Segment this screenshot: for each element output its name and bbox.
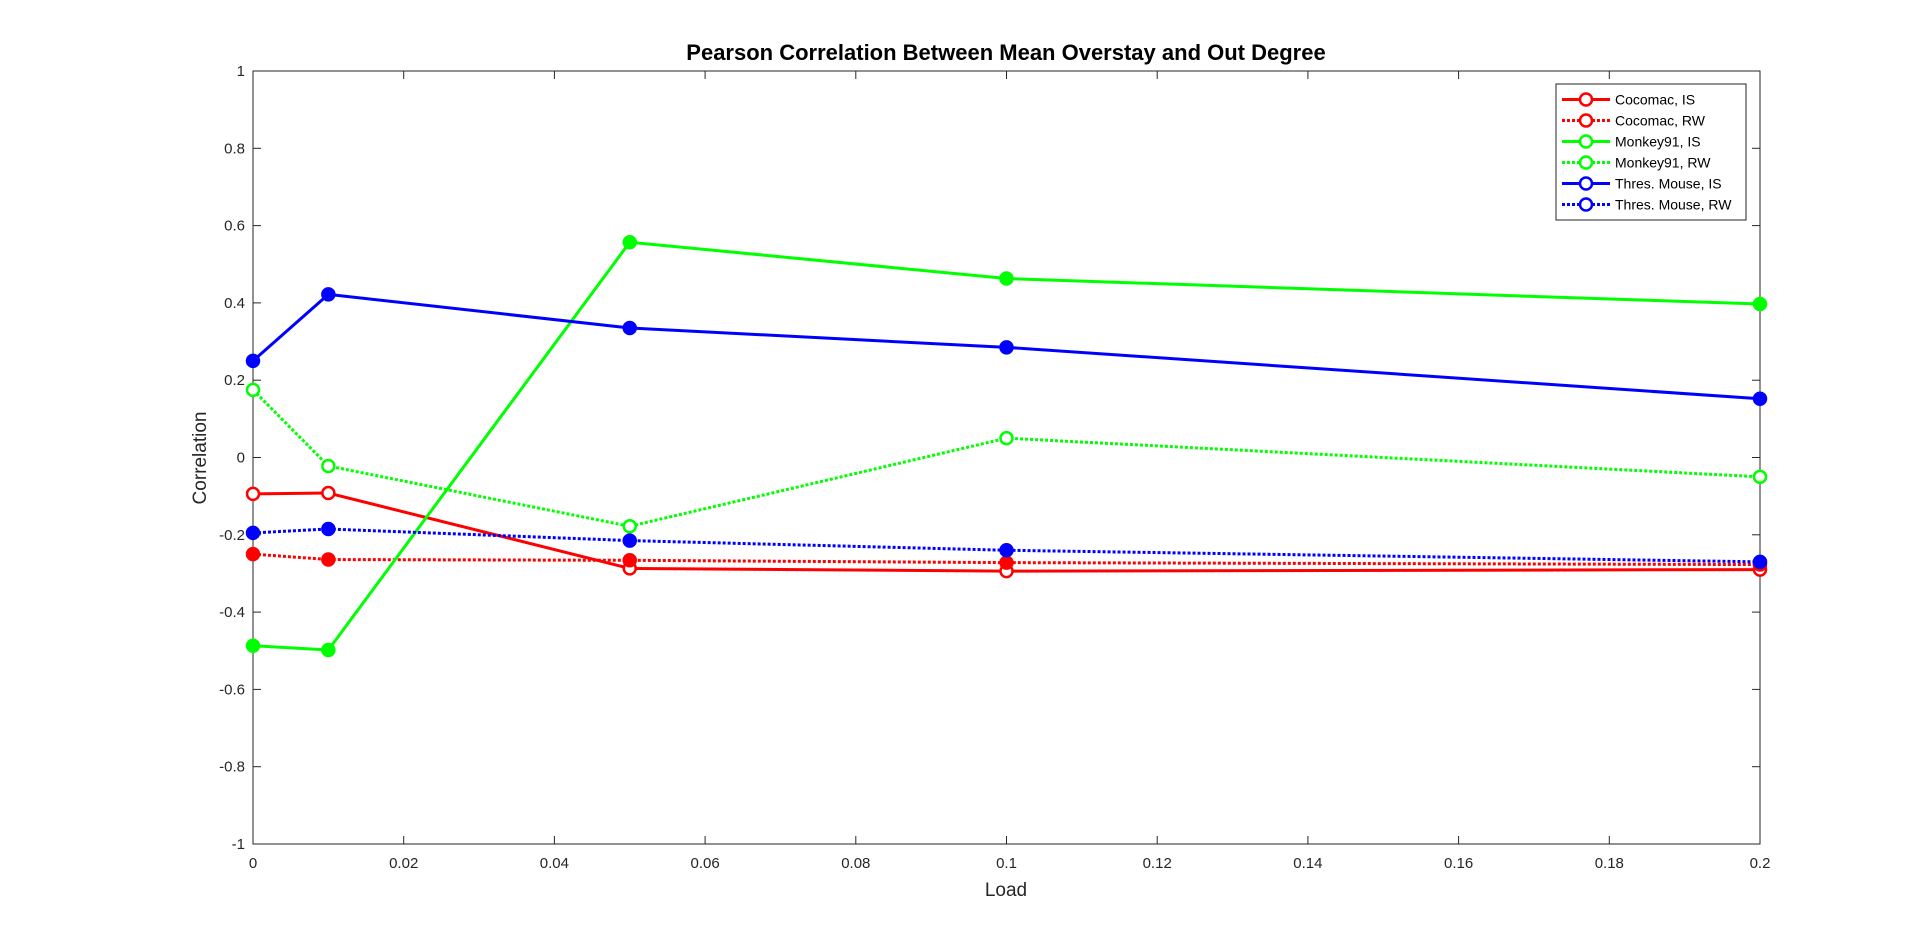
- data-point: [622, 320, 637, 336]
- y-tick-label: 0.8: [224, 140, 245, 157]
- data-point: [245, 486, 261, 502]
- legend: Cocomac, IS Cocomac, RW Monkey91, IS Monkey…: [1555, 83, 1747, 221]
- x-tick-label: 0.02: [389, 855, 418, 872]
- data-point: [999, 340, 1014, 355]
- data-point: [245, 546, 261, 562]
- data-point: [999, 271, 1014, 286]
- data-point: [622, 519, 637, 534]
- y-tick-label: 1: [237, 63, 245, 80]
- x-tick-label: 0.04: [540, 855, 569, 872]
- data-point: [999, 555, 1014, 570]
- x-tick-label: 0.14: [1293, 855, 1322, 872]
- data-point: [999, 430, 1014, 446]
- legend-label: Monkey91, IS: [1615, 134, 1701, 150]
- chart-title: Pearson Correlation Between Mean Oversta…: [686, 40, 1325, 65]
- data-point: [622, 533, 637, 548]
- data-point: [1752, 554, 1768, 570]
- series-3: [245, 382, 1768, 534]
- data-point: [622, 553, 637, 568]
- data-point: [245, 382, 261, 398]
- legend-marker: [1578, 113, 1594, 128]
- x-tick-label: 0.2: [1750, 855, 1771, 872]
- y-axis-label: Correlation: [190, 412, 211, 505]
- y-tick-label: 0: [237, 450, 245, 467]
- y-tick-label: -0.2: [219, 527, 245, 544]
- series-line: [252, 240, 1761, 652]
- y-tick-label: -1: [232, 836, 245, 853]
- x-tick-label: 0.16: [1444, 855, 1473, 872]
- data-point: [245, 638, 261, 653]
- data-point: [321, 287, 336, 302]
- y-tick-label: 0.6: [224, 218, 245, 235]
- data-point: [321, 642, 336, 658]
- legend-label: Monkey91, RW: [1615, 155, 1711, 171]
- legend-marker: [1578, 155, 1594, 170]
- data-point: [1752, 391, 1768, 407]
- legend-marker: [1578, 92, 1594, 107]
- y-tick-label: -0.8: [219, 759, 245, 776]
- legend-label: Thres. Mouse, IS: [1615, 176, 1722, 192]
- data-point: [321, 458, 336, 474]
- y-tick-label: -0.4: [219, 604, 245, 621]
- series-4: [245, 287, 1768, 407]
- x-axis-label: Load: [985, 880, 1027, 901]
- legend-label: Cocomac, RW: [1615, 113, 1706, 129]
- data-point: [245, 525, 261, 541]
- data-point: [321, 521, 336, 537]
- legend-marker: [1578, 197, 1594, 212]
- series-5: [245, 521, 1768, 570]
- y-tick-label: -0.6: [219, 681, 245, 698]
- series-layer: [245, 234, 1768, 658]
- x-tick-label: 0.08: [841, 855, 870, 872]
- x-tick-label: 0: [249, 855, 257, 872]
- legend-marker: [1578, 176, 1594, 191]
- legend-label: Thres. Mouse, RW: [1615, 197, 1732, 213]
- legend-label: Cocomac, IS: [1615, 92, 1695, 108]
- data-point: [245, 353, 261, 369]
- series-line: [251, 388, 1761, 528]
- data-point: [321, 552, 336, 567]
- plot-area: [252, 70, 1761, 845]
- x-tick-label: 0.06: [690, 855, 719, 872]
- data-point: [321, 485, 336, 501]
- data-point: [622, 234, 637, 250]
- x-tick-label: 0.1: [996, 855, 1017, 872]
- series-2: [245, 234, 1768, 658]
- x-tick-label: 0.12: [1143, 855, 1172, 872]
- x-tick-label: 0.18: [1595, 855, 1624, 872]
- y-axis-ticks: -1 -0.8 -0.6 -0.4 -0.2 0 0.2 0.4 0.6 0.8 1: [219, 63, 1760, 853]
- data-point: [1752, 469, 1768, 485]
- legend-box: [1555, 83, 1747, 221]
- data-point: [999, 543, 1014, 558]
- y-tick-label: 0.4: [224, 295, 245, 312]
- y-tick-label: 0.2: [224, 372, 245, 389]
- x-axis-ticks: 0 0.02 0.04 0.06 0.08 0.1 0.12 0.14 0.16 0.18 0.2: [249, 71, 1771, 872]
- legend-marker: [1578, 134, 1594, 149]
- data-point: [1752, 296, 1768, 312]
- series-0: [245, 485, 1768, 579]
